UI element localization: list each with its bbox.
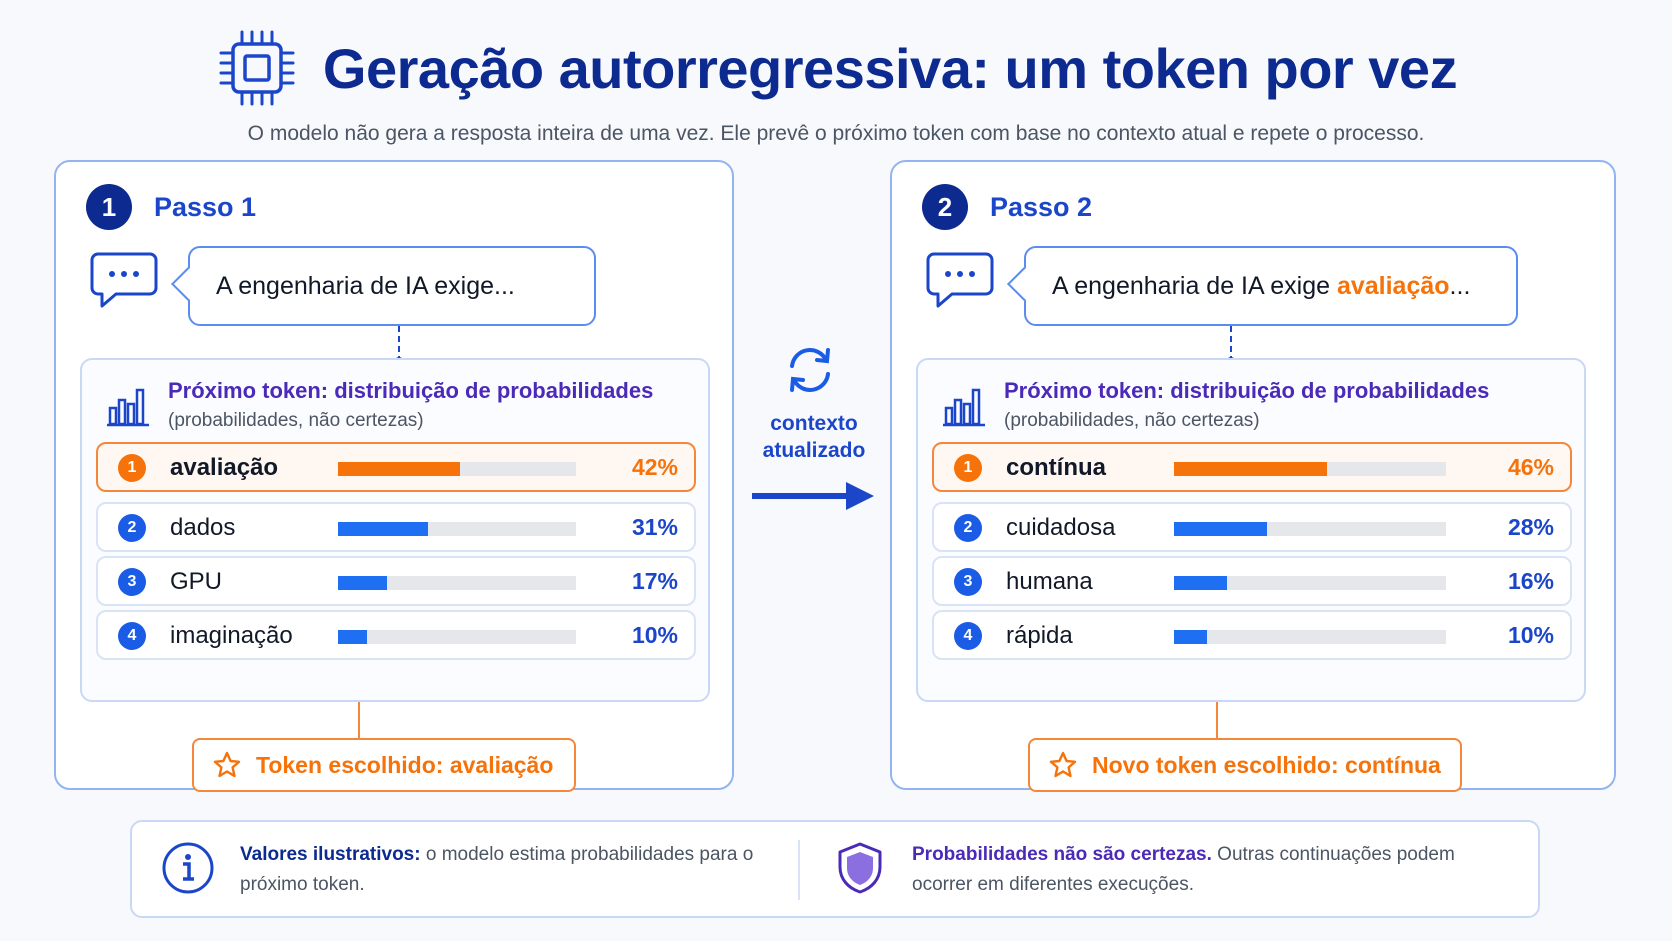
context-text: A engenharia de IA exige avaliação... xyxy=(1052,271,1471,300)
star-icon xyxy=(213,751,241,778)
token-row: 1 contínua 46% xyxy=(932,442,1572,492)
token-word: avaliação xyxy=(170,454,279,481)
chat-icon xyxy=(926,250,994,310)
footer-note-probabilities: Probabilidades não são certezas. Outras … xyxy=(912,844,1455,895)
chosen-token-label: Token escolhido: avaliação xyxy=(256,751,554,778)
step-title: Passo 1 xyxy=(154,191,257,222)
probability-bar-track xyxy=(338,462,576,476)
token-word: cuidadosa xyxy=(1006,514,1116,541)
context-connector xyxy=(394,326,404,367)
token-probability: 46% xyxy=(1507,454,1554,480)
step-panel-1: 1 Passo 1 A engenharia de IA exige... Pr… xyxy=(54,160,734,792)
shield-icon xyxy=(838,842,882,894)
step-number: 1 xyxy=(86,184,132,230)
chip-icon xyxy=(215,26,299,110)
probability-distribution: Próximo token: distribuição de probabili… xyxy=(916,358,1586,702)
token-word: GPU xyxy=(170,568,223,595)
token-rank: 2 xyxy=(118,514,146,542)
footer-notes: Valores ilustrativos: o modelo estima pr… xyxy=(130,820,1540,918)
context-connector xyxy=(1226,326,1236,367)
step-number: 2 xyxy=(922,184,968,230)
header: Geração autorregressiva: um token por ve… xyxy=(0,30,1672,146)
context-bubble: A engenharia de IA exige avaliação... xyxy=(1007,246,1518,326)
token-probability: 42% xyxy=(631,454,678,480)
probability-distribution: Próximo token: distribuição de probabili… xyxy=(80,358,710,702)
token-probability: 17% xyxy=(631,568,678,594)
token-row: 3 humana 16% xyxy=(932,556,1572,606)
probability-bar-track xyxy=(338,630,576,644)
token-probability: 10% xyxy=(631,622,678,648)
chosen-connector xyxy=(358,702,360,740)
step-panel-2: 2 Passo 2 A engenharia de IA exige avali… xyxy=(890,160,1616,792)
refresh-icon xyxy=(780,340,840,400)
token-word: contínua xyxy=(1006,454,1106,481)
token-probability: 10% xyxy=(1507,622,1554,648)
arrow-right-icon xyxy=(752,482,874,510)
probability-bar-track xyxy=(1174,630,1446,644)
probability-bar xyxy=(1174,630,1207,644)
token-probability: 31% xyxy=(631,514,678,540)
probability-bar xyxy=(1174,576,1227,590)
token-rank: 4 xyxy=(954,622,982,650)
context-highlight: avaliação xyxy=(1336,271,1450,300)
probability-bar-track xyxy=(1174,462,1446,476)
probability-bar-track xyxy=(338,576,576,590)
token-rank: 3 xyxy=(118,568,146,596)
token-row: 3 GPU 17% xyxy=(96,556,696,606)
token-row: 2 dados 31% xyxy=(96,502,696,552)
probability-bar-track xyxy=(1174,522,1446,536)
token-rank: 2 xyxy=(954,514,982,542)
token-word: rápida xyxy=(1006,622,1073,649)
distribution-title: Próximo token: distribuição de probabili… xyxy=(1004,378,1490,403)
context-bubble: A engenharia de IA exige... xyxy=(171,246,596,326)
token-row: 4 rápida 10% xyxy=(932,610,1572,660)
page-subtitle: O modelo não gera a resposta inteira de … xyxy=(247,122,1425,145)
info-icon xyxy=(162,842,214,894)
distribution-subtitle: (probabilidades, não certezas) xyxy=(168,410,424,431)
probability-bar xyxy=(338,522,428,536)
probability-bar xyxy=(338,462,460,476)
probability-bar xyxy=(1174,522,1267,536)
distribution-title: Próximo token: distribuição de probabili… xyxy=(168,378,654,403)
bar-chart-icon xyxy=(106,384,150,428)
chosen-token-label: Novo token escolhido: contínua xyxy=(1092,751,1441,778)
token-word: imaginação xyxy=(170,622,293,649)
token-rank: 1 xyxy=(118,454,146,482)
bar-chart-icon xyxy=(942,384,986,428)
token-rank: 1 xyxy=(954,454,982,482)
chosen-token-badge: Novo token escolhido: contínua xyxy=(1028,738,1462,792)
footer-note-values: Valores ilustrativos: o modelo estima pr… xyxy=(240,844,754,895)
token-rank: 4 xyxy=(118,622,146,650)
chosen-token-badge: Token escolhido: avaliação xyxy=(192,738,576,792)
token-row: 4 imaginação 10% xyxy=(96,610,696,660)
probability-bar xyxy=(338,630,367,644)
token-word: dados xyxy=(170,514,236,541)
probability-bar-track xyxy=(1174,576,1446,590)
token-probability: 28% xyxy=(1507,514,1554,540)
token-rank: 3 xyxy=(954,568,982,596)
page-title: Geração autorregressiva: um token por ve… xyxy=(322,36,1458,100)
probability-bar-track xyxy=(338,522,576,536)
token-word: humana xyxy=(1006,568,1093,595)
probability-bar xyxy=(338,576,387,590)
token-row: 1 avaliação 42% xyxy=(96,442,696,492)
context-updated-label: contexto atualizado xyxy=(762,412,866,462)
distribution-subtitle: (probabilidades, não certezas) xyxy=(1004,410,1260,431)
footer-divider xyxy=(798,840,800,900)
chosen-connector xyxy=(1216,702,1218,740)
token-probability: 16% xyxy=(1507,568,1554,594)
context-text: A engenharia de IA exige... xyxy=(216,271,515,300)
probability-bar xyxy=(1174,462,1327,476)
chat-icon xyxy=(90,250,158,310)
star-icon xyxy=(1049,751,1077,778)
step-title: Passo 2 xyxy=(990,191,1093,222)
token-row: 2 cuidadosa 28% xyxy=(932,502,1572,552)
